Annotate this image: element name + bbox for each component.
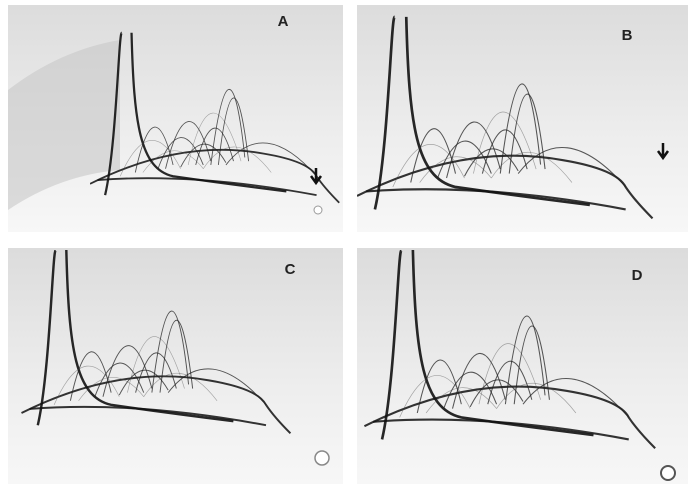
arrow <box>656 143 670 161</box>
marker <box>660 465 676 481</box>
panel-label: A <box>278 13 289 30</box>
panel: C <box>8 248 343 484</box>
marker <box>314 450 330 466</box>
panel-label: C <box>285 261 296 278</box>
panel-background <box>357 248 688 484</box>
panel-label: D <box>632 267 643 284</box>
panel-background <box>8 248 343 484</box>
panel: B <box>357 5 688 232</box>
shade <box>8 40 120 210</box>
marker <box>313 205 323 215</box>
panel: D <box>357 248 688 484</box>
panel-label: B <box>622 27 633 44</box>
panel: A <box>8 5 343 232</box>
arrow <box>309 168 323 186</box>
